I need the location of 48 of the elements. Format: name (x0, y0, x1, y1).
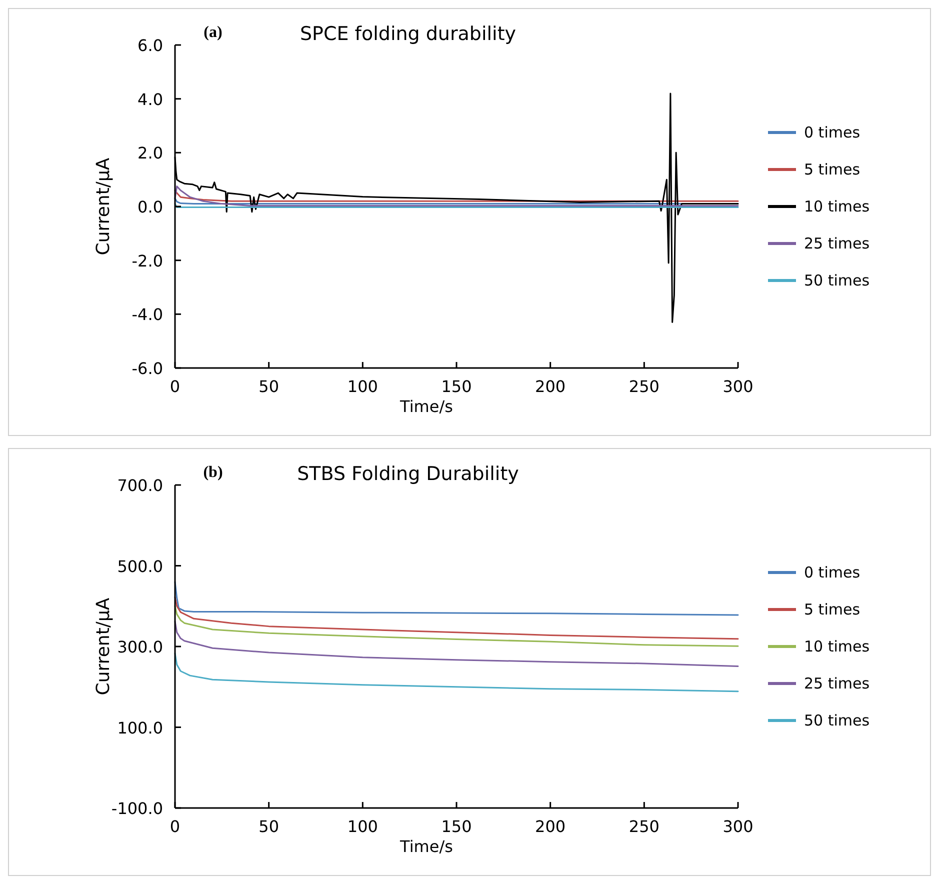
y-tick-label: 4.0 (138, 90, 163, 109)
y-tick-label: 300.0 (117, 638, 163, 656)
x-tick-label: 150 (441, 377, 472, 396)
y-tick-label: 6.0 (138, 36, 163, 55)
text: (a) (204, 24, 222, 41)
legend-label: 0 times (804, 124, 860, 142)
x-axis-title: Time/s (399, 397, 453, 416)
y-tick-label: 500.0 (117, 556, 163, 576)
legend-label: 5 times (804, 160, 860, 178)
legend-label: 10 times (804, 638, 870, 656)
legend-label: 25 times (804, 234, 870, 252)
legend-label: 50 times (804, 712, 870, 730)
x-tick-label: 100 (347, 377, 378, 396)
legend-label: 0 times (804, 564, 860, 582)
x-tick-label: 300 (722, 817, 754, 836)
y-tick-label: -6.0 (132, 359, 163, 378)
x-tick-label: 200 (535, 377, 566, 396)
x-tick-label: 250 (628, 817, 660, 836)
x-tick-label: 0 (170, 817, 180, 836)
line-series (174, 605, 739, 647)
y-tick-label: 2.0 (138, 144, 163, 163)
y-tick-label: 0.0 (138, 198, 163, 216)
x-tick-label: 250 (628, 377, 660, 396)
legend-label: 10 times (804, 198, 870, 216)
x-tick-label: 100 (347, 817, 378, 836)
x-tick-label: 0 (170, 377, 180, 396)
y-tick-label: -100.0 (111, 799, 163, 818)
y-tick-label: -2.0 (132, 251, 163, 270)
chart-title: STBS Folding Durability (297, 463, 519, 485)
chart-title: SPCE folding durability (300, 23, 516, 45)
line-series (174, 596, 739, 640)
y-tick-label: 100.0 (117, 718, 163, 738)
legend-label: 50 times (804, 272, 870, 290)
x-tick-label: 50 (258, 817, 280, 836)
legend-label: 5 times (804, 600, 860, 618)
y-tick-label: -4.0 (132, 305, 163, 324)
x-tick-label: 150 (441, 817, 472, 836)
x-tick-label: 50 (258, 377, 280, 396)
x-tick-label: 300 (722, 377, 754, 396)
text: (b) (203, 464, 223, 481)
legend-label: 25 times (804, 674, 870, 692)
y-axis-title: Current/μA (93, 597, 114, 696)
y-tick-label: 700.0 (117, 476, 163, 495)
line-series (174, 190, 739, 202)
y-axis-title: Current/μA (93, 157, 114, 256)
line-series (174, 186, 739, 206)
x-axis-title: Time/s (399, 837, 453, 856)
x-tick-label: 200 (535, 817, 566, 836)
